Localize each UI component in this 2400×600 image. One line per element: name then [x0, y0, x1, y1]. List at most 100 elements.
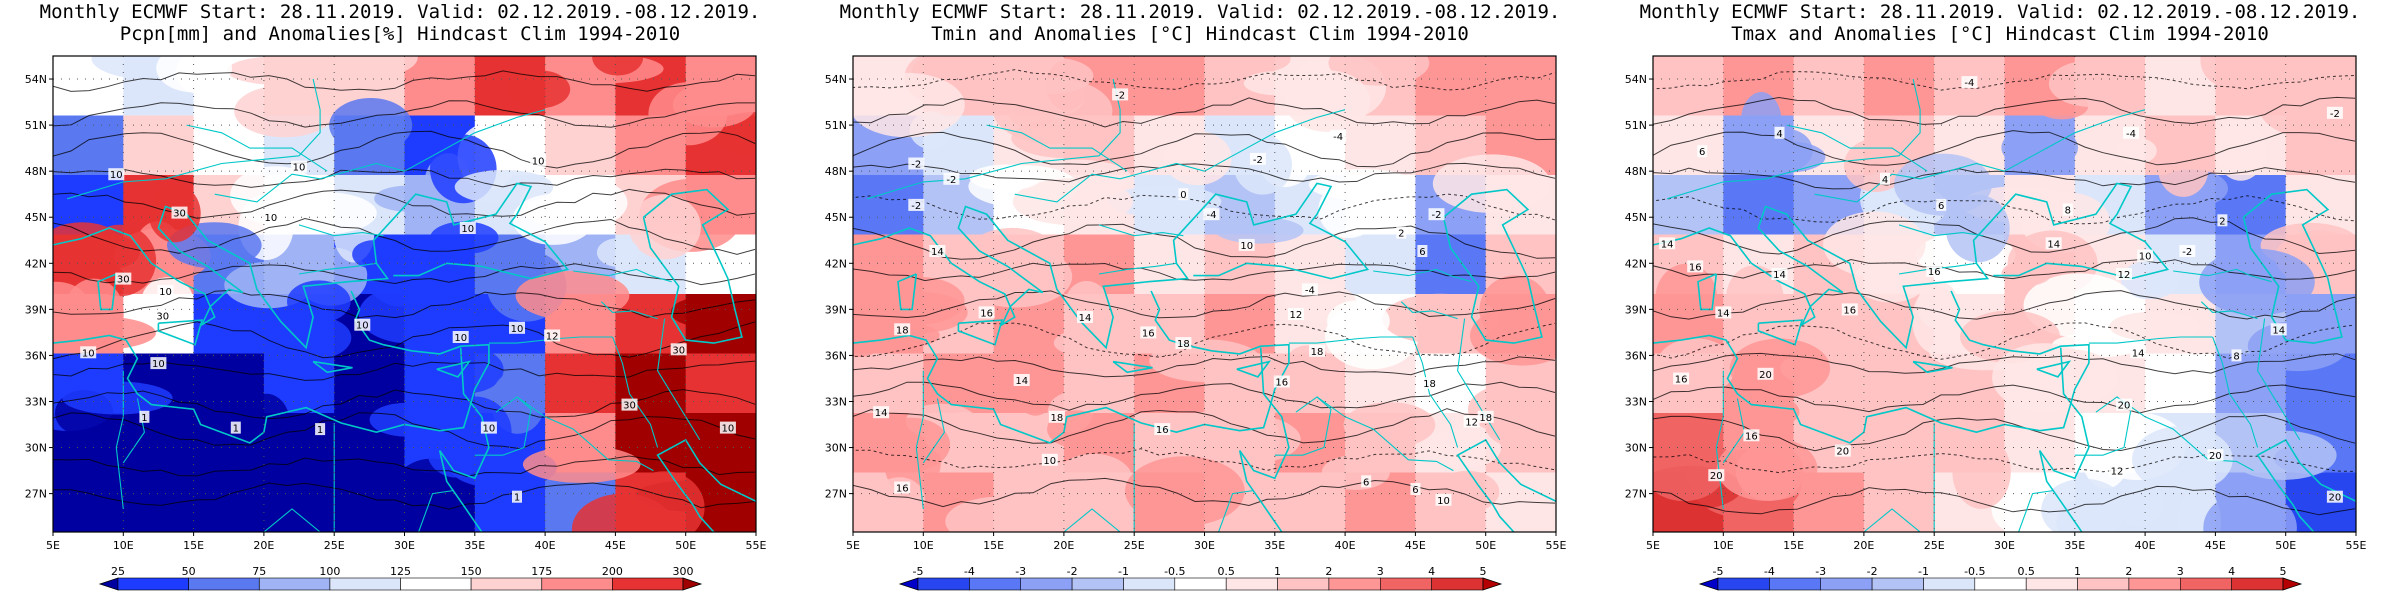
legend-label: -0.5	[1164, 565, 1185, 578]
anomaly-blob	[1125, 456, 1245, 526]
anomaly-cell	[193, 472, 265, 532]
anomaly-blob	[350, 56, 418, 75]
border-line	[1898, 224, 1984, 237]
anomaly-blob	[2109, 311, 2200, 342]
contour-label-bg	[139, 410, 150, 423]
contour-label-bg	[459, 222, 476, 234]
lon-tick-label: 5E	[1646, 539, 1660, 552]
lat-tick-label: 48N	[825, 165, 847, 178]
contour-label: 4	[1882, 175, 1888, 186]
contour-label: 6	[1363, 477, 1369, 488]
legend-swatch	[1328, 577, 1381, 591]
contour-label-bg	[1178, 188, 1189, 201]
coastline	[1653, 290, 2090, 444]
anomaly-blob	[1467, 381, 1556, 437]
anomaly-blob	[2116, 137, 2157, 165]
contour-label: 10	[110, 170, 123, 181]
legend-swatch	[1431, 577, 1484, 591]
contour-label: 20	[2329, 493, 2342, 504]
legend-swatch	[1379, 577, 1432, 591]
lat-tick-label: 45N	[825, 211, 847, 224]
contour-label: 10	[483, 424, 496, 435]
border-line	[1288, 336, 1413, 344]
anomaly-blob	[1327, 300, 1390, 342]
legend-swatch	[188, 577, 260, 591]
lon-tick-label: 55E	[746, 539, 767, 552]
legend-label: 75	[252, 565, 266, 578]
contour-line	[53, 263, 756, 286]
lon-tick-label: 50E	[2275, 539, 2296, 552]
contour-line	[53, 289, 756, 319]
contour-label: 12	[2111, 467, 2124, 478]
coastline	[438, 347, 490, 532]
lat-tick-label: 39N	[25, 303, 47, 316]
contour-label-bg	[2217, 214, 2228, 227]
border-line	[474, 396, 532, 456]
lon-tick-label: 15E	[1783, 539, 1804, 552]
contour-label: 8	[2233, 351, 2239, 362]
contour-label: 10	[1437, 496, 1450, 507]
contour-line	[853, 381, 1556, 411]
border-line	[1400, 301, 1458, 320]
lon-tick-label: 45E	[1405, 539, 1426, 552]
contour-label-bg	[978, 306, 995, 319]
legend-swatch	[1974, 577, 2027, 591]
anomaly-blob	[945, 496, 1054, 532]
legend-label: 2	[1325, 565, 1332, 578]
contour-label-bg	[171, 206, 188, 219]
contour-line	[853, 97, 1556, 128]
anomaly-blob	[1343, 402, 1436, 448]
coastline	[853, 182, 1370, 350]
contour-label-bg	[1841, 303, 1858, 316]
contour-line	[1653, 290, 2356, 320]
contour-label-bg	[80, 346, 97, 359]
coastline	[436, 360, 472, 378]
anomaly-blob	[1729, 338, 1831, 399]
contour-label-bg	[929, 245, 946, 257]
lon-tick-label: 40E	[1335, 539, 1356, 552]
border-line	[298, 224, 384, 237]
legend-label: -5	[913, 565, 924, 578]
contour-label-bg	[512, 490, 522, 503]
coastline	[1697, 273, 1718, 311]
anomaly-blob	[1653, 434, 1727, 502]
border-line	[2257, 318, 2301, 441]
contour-label: -2	[1115, 90, 1125, 101]
lat-tick-label: 42N	[25, 257, 47, 270]
border-line	[66, 78, 321, 200]
anomaly-cell	[53, 472, 125, 532]
contour-label-bg	[1287, 308, 1304, 320]
anomaly-blob	[515, 270, 630, 321]
contour-label: 12	[2118, 270, 2131, 281]
anomaly-cell	[123, 115, 195, 176]
anomaly-blob	[1890, 363, 1968, 398]
contour-line	[1653, 258, 2356, 280]
coastline	[853, 290, 1290, 444]
legend-end-left	[98, 577, 119, 591]
contour-line	[1653, 485, 2356, 516]
contour-label: 10	[265, 213, 278, 224]
coastline	[656, 438, 756, 532]
anomaly-blob	[2158, 139, 2209, 197]
legend-end-right	[2282, 577, 2303, 591]
contour-label: 16	[1156, 425, 1169, 436]
contour-label-bg	[1936, 198, 1947, 211]
anomaly-blob	[648, 82, 728, 146]
anomaly-blob	[2001, 125, 2078, 170]
contour-label: 10	[461, 224, 474, 235]
legend-label: -5	[1713, 565, 1724, 578]
coastline	[642, 188, 743, 344]
legend-label: 1	[1274, 565, 1281, 578]
lat-tick-label: 42N	[1625, 257, 1647, 270]
contour-label: 10	[152, 359, 165, 370]
panel-tmin: Monthly ECMWF Start: 28.11.2019. Valid: …	[800, 0, 1600, 600]
anomaly-blob	[2132, 426, 2233, 493]
contour-line	[853, 262, 1556, 282]
contour-line	[53, 100, 755, 128]
contour-label: 20	[2209, 451, 2222, 462]
anomaly-cell	[1345, 115, 1417, 176]
lon-tick-label: 35E	[464, 539, 485, 552]
contour-label: 10	[293, 163, 306, 174]
anomaly-blob	[1731, 394, 1800, 429]
contour-label-bg	[719, 421, 736, 434]
